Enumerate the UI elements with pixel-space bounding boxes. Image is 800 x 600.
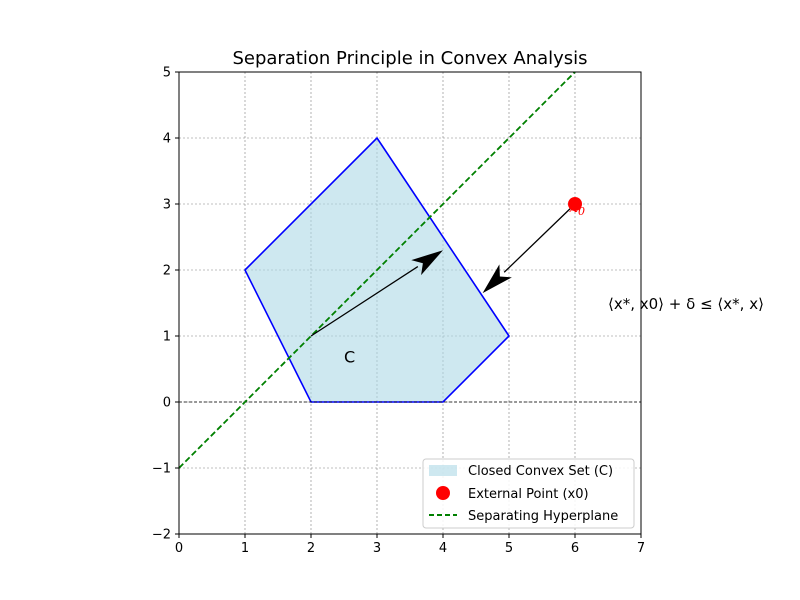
x-tick-label: 1: [241, 541, 249, 556]
arrow-shaft: [310, 266, 419, 337]
line-layer: [179, 72, 641, 469]
y-tick-label: −2: [152, 528, 171, 543]
x-tick-label: 4: [439, 541, 447, 556]
arrow-layer: [310, 203, 576, 337]
annotation-text: ⟨x*, x0⟩ + δ ≤ ⟨x*, x⟩: [608, 295, 764, 313]
arrow-head: [482, 264, 512, 294]
arrow-shaft: [503, 203, 576, 273]
y-tick-label: 0: [163, 396, 171, 411]
y-tick-label: −1: [152, 462, 171, 477]
external-point-marker: [568, 197, 582, 211]
x-tick-label: 5: [505, 541, 513, 556]
legend-box: [422, 458, 635, 529]
x-tick-label: 7: [637, 541, 645, 556]
point-layer: x0: [568, 197, 585, 218]
legend-label-convex-set: Closed Convex Set (C): [468, 464, 613, 479]
y-tick-label: 1: [163, 330, 171, 345]
plot-frame: [178, 71, 642, 535]
axis-ticks: 0 1 2 3 4 5 6 7 −2 −1 0 1 2 3 4 5: [152, 66, 645, 557]
x-tick-label: 3: [373, 541, 381, 556]
external-point-label: x0: [569, 197, 585, 218]
legend-marker-external-point: [436, 486, 450, 500]
x-tick-label: 2: [307, 541, 315, 556]
y-tick-label: 2: [163, 264, 171, 279]
separating-hyperplane: [179, 72, 576, 469]
chart-title: Separation Principle in Convex Analysis: [232, 48, 587, 69]
y-tick-label: 4: [163, 132, 171, 147]
x-tick-label: 6: [571, 541, 579, 556]
x-tick-label: 0: [175, 541, 183, 556]
legend-swatch-convex-set: [429, 465, 457, 476]
legend-label-external-point: External Point (x0): [468, 487, 589, 502]
convex-set-label: C: [344, 347, 355, 366]
inequality-annotation: ⟨x*, x0⟩ + δ ≤ ⟨x*, x⟩: [608, 295, 764, 313]
arrow-head: [411, 250, 443, 276]
y-tick-label: 5: [163, 66, 171, 81]
legend: Closed Convex Set (C) External Point (x0…: [422, 458, 635, 529]
y-tick-label: 3: [163, 198, 171, 213]
legend-label-hyperplane: Separating Hyperplane: [468, 509, 618, 524]
